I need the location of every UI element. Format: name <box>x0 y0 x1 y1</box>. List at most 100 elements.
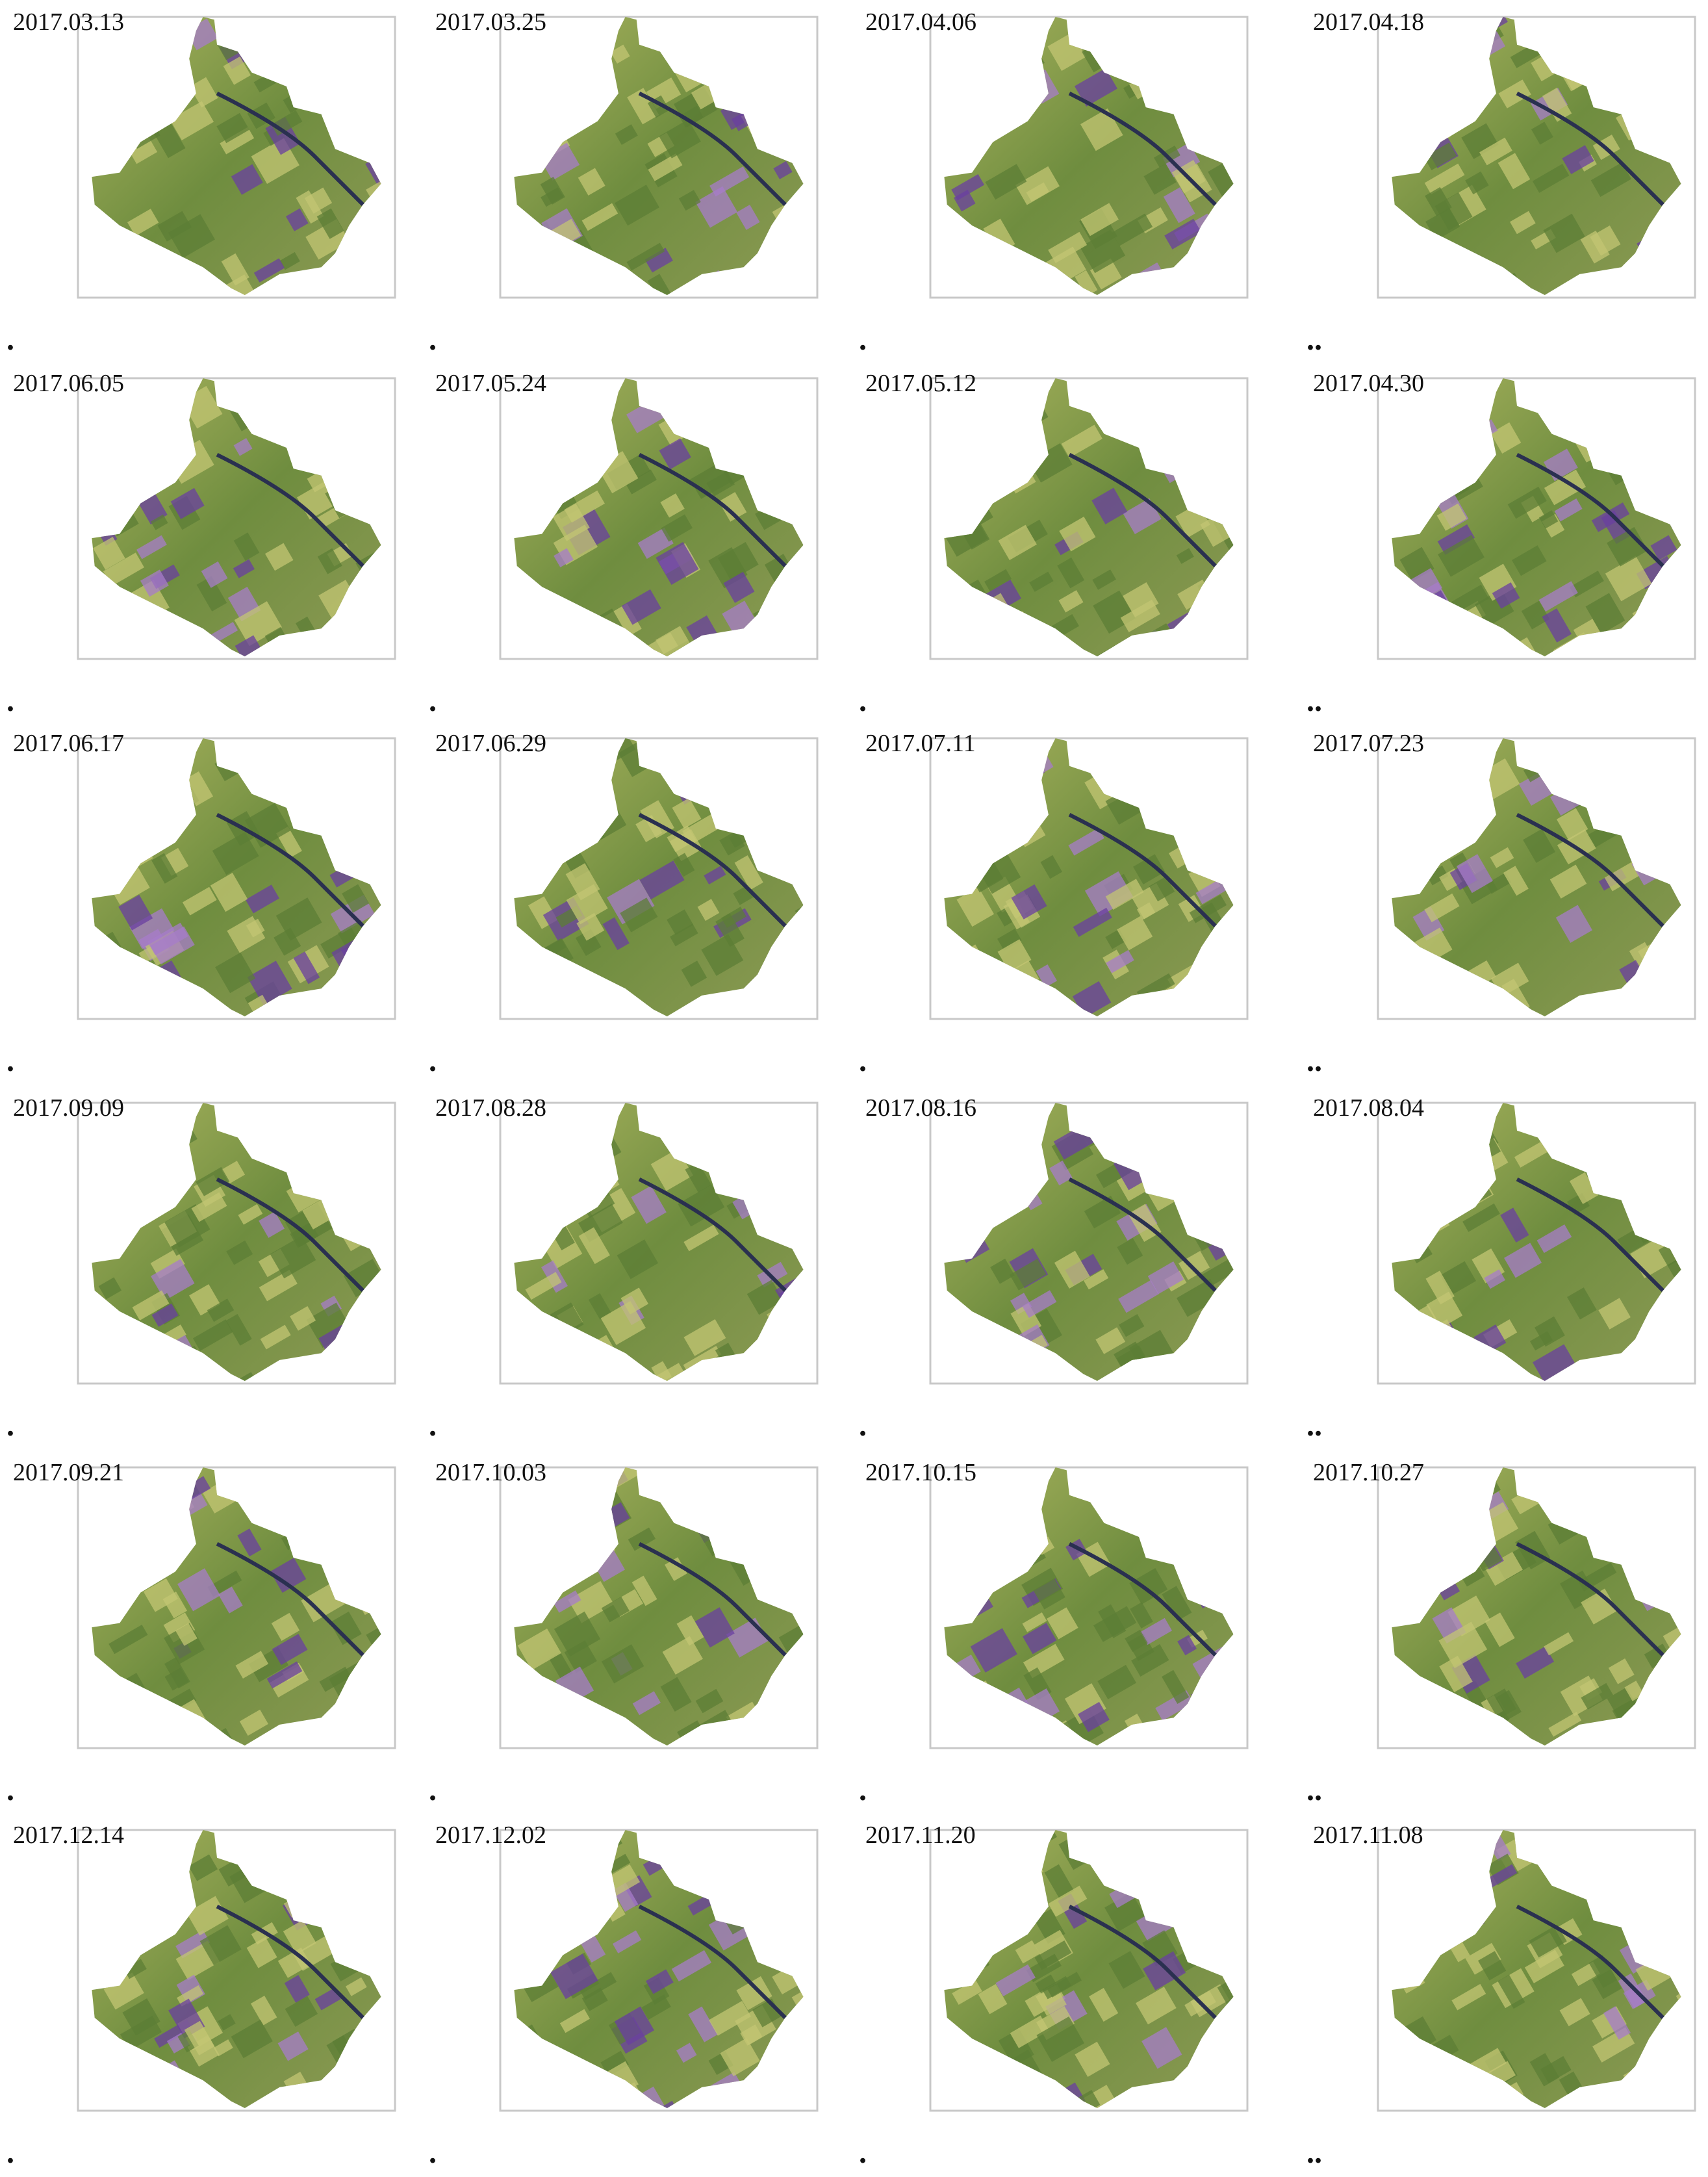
map-patch <box>196 1166 230 1196</box>
map-patch <box>105 109 139 136</box>
map-patch <box>1049 1160 1073 1186</box>
map-patch <box>1061 424 1103 458</box>
map-patch <box>1058 590 1084 613</box>
map-patch <box>660 1677 692 1712</box>
map-patch <box>1569 1172 1598 1204</box>
map-patch <box>104 820 123 838</box>
map-patch <box>951 174 985 201</box>
map-patch <box>317 548 342 574</box>
map-patch <box>1078 1701 1110 1733</box>
map-patch <box>246 1937 277 1968</box>
map-patch <box>1159 1467 1195 1503</box>
panel: 2017.03.13. <box>6 8 396 357</box>
map-patch <box>780 1177 804 1207</box>
map-patch <box>577 1005 603 1016</box>
map-patch <box>1427 970 1454 993</box>
map-patch <box>1002 1148 1037 1183</box>
map-patch <box>327 480 364 508</box>
map-patch <box>987 417 1008 437</box>
panel: 2017.03.25. <box>429 8 819 357</box>
map-patch <box>734 855 763 890</box>
map-patch <box>293 951 320 985</box>
panel: 2017.06.05. <box>6 370 396 718</box>
map-patch <box>697 899 720 921</box>
panel: 2017.08.16. <box>859 1094 1249 1443</box>
river <box>216 813 364 928</box>
map-area <box>944 17 1234 295</box>
map-patch <box>745 1545 788 1584</box>
map-patch <box>1465 171 1489 195</box>
map-patch <box>92 460 124 498</box>
map-patch <box>1404 142 1425 164</box>
map-patch <box>1516 1646 1555 1679</box>
map-patch <box>741 43 785 84</box>
map-patch <box>999 742 1033 772</box>
date-label: 2017.10.27 <box>1313 1459 1424 1486</box>
map-patch <box>730 35 751 59</box>
map-patch <box>1206 1163 1234 1196</box>
map-patch <box>170 487 205 519</box>
dot-mark: . <box>6 1773 14 1807</box>
map-patch <box>1123 498 1162 535</box>
map-patch <box>274 927 301 956</box>
date-label: 2017.10.15 <box>865 1459 976 1486</box>
map-patch <box>150 514 168 530</box>
panel: 2017.10.15. <box>859 1459 1249 1807</box>
map-patch <box>1569 571 1604 598</box>
map-patch <box>1625 284 1657 295</box>
map-patch <box>234 601 283 647</box>
panel-frame <box>1377 16 1696 299</box>
map-patch <box>956 803 997 844</box>
map-patch <box>769 1853 797 1879</box>
map-patch <box>1498 153 1531 190</box>
map-patch <box>1558 25 1585 56</box>
map-patch <box>1160 1151 1206 1193</box>
map-patch <box>631 1185 667 1224</box>
map-patch <box>196 576 227 612</box>
map-patch <box>659 119 701 159</box>
map-patch <box>1451 1983 1486 2011</box>
map-patch <box>1089 1988 1119 2022</box>
map-patch <box>1103 771 1125 792</box>
map-patch <box>375 1837 381 1875</box>
map-patch <box>1424 163 1465 195</box>
map-patch <box>1640 786 1666 815</box>
map-patch <box>316 208 344 239</box>
map-patch <box>995 629 1026 654</box>
map-patch <box>364 1720 381 1745</box>
map-patch <box>1470 1156 1496 1176</box>
map-patch <box>974 56 999 77</box>
map-patch <box>1414 983 1446 1013</box>
map-patch <box>1141 1875 1184 1918</box>
map-patch <box>1033 1578 1065 1610</box>
dot-mark: . <box>859 2135 867 2170</box>
map-patch <box>328 818 374 862</box>
map-patch <box>1450 1942 1470 1963</box>
dot-mark: . <box>6 2135 14 2170</box>
map-patch <box>1212 1298 1234 1326</box>
dot-mark: . <box>429 1408 437 1443</box>
map-patch <box>1668 58 1681 79</box>
map-patch <box>1625 624 1655 656</box>
map-patch <box>1676 1308 1681 1343</box>
map-patch <box>1658 276 1681 295</box>
map-patch <box>568 1580 615 1623</box>
map-patch <box>676 2042 697 2063</box>
dot-mark: . <box>6 684 14 718</box>
map-patch <box>1412 1870 1452 1904</box>
map-patch <box>235 1651 269 1679</box>
map-patch <box>1182 444 1203 462</box>
map-patch <box>98 1277 122 1300</box>
date-label: 2017.07.23 <box>1313 730 1424 757</box>
map-patch <box>952 1979 982 2005</box>
map-patch <box>793 2016 804 2050</box>
map-patch <box>551 448 596 493</box>
map-patch <box>1650 535 1677 561</box>
map-patch <box>1581 1682 1613 1710</box>
map-patch <box>212 832 259 875</box>
map-patch <box>685 1162 712 1192</box>
map-patch <box>1212 1502 1234 1533</box>
map-patch <box>349 1207 374 1233</box>
map-patch <box>1615 1150 1649 1183</box>
map-patch <box>673 853 695 877</box>
